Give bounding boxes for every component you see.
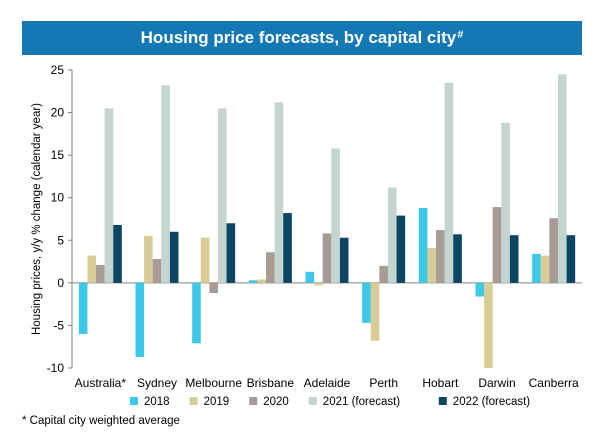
chart-title: Housing price forecasts, by capital city xyxy=(140,28,457,47)
bar-2020-2 xyxy=(209,282,218,294)
x-category-label: Canberra xyxy=(529,376,579,390)
bar-2019-1 xyxy=(144,236,153,283)
bar-2021-forecast--7 xyxy=(501,122,510,283)
bar-2021-forecast--4 xyxy=(331,148,340,283)
bar-2022-forecast--6 xyxy=(453,234,462,283)
bar-2019-0 xyxy=(87,255,97,283)
x-category-label: Australia* xyxy=(75,376,127,390)
bar-2019-6 xyxy=(427,247,437,283)
bar-2021-forecast--1 xyxy=(161,85,170,283)
bar-2018-4 xyxy=(305,271,315,283)
y-tick-label: -5 xyxy=(53,318,64,332)
legend-label: 2021 (forecast) xyxy=(323,396,401,408)
y-tick-label: -10 xyxy=(47,361,65,375)
bar-2020-3 xyxy=(266,252,275,283)
y-tick-label: 20 xyxy=(51,106,65,120)
bar-2018-7 xyxy=(475,282,485,297)
y-tick-label: 5 xyxy=(57,233,64,247)
bar-2021-forecast--0 xyxy=(104,108,114,283)
legend-swatch xyxy=(438,397,447,405)
x-category-label: Hobart xyxy=(422,376,459,390)
legend-label: 2022 (forecast) xyxy=(453,396,531,408)
x-category-label: Brisbane xyxy=(247,376,295,390)
y-tick-label: 0 xyxy=(57,276,64,290)
chart-title-mark: # xyxy=(457,29,464,41)
bar-2018-1 xyxy=(135,282,145,357)
bar-2021-forecast--8 xyxy=(557,74,567,283)
bar-2020-5 xyxy=(379,265,388,283)
bar-2019-5 xyxy=(370,282,380,341)
legend-swatch xyxy=(189,397,198,405)
legend-label: 2020 xyxy=(263,396,289,408)
bar-2021-forecast--6 xyxy=(444,82,454,283)
bar-2022-forecast--1 xyxy=(169,231,179,283)
bar-2022-forecast--7 xyxy=(509,235,519,283)
bar-2018-3 xyxy=(248,280,258,283)
bar-2020-0 xyxy=(96,264,105,283)
x-category-label: Sydney xyxy=(137,376,177,390)
bar-2020-8 xyxy=(549,218,558,283)
legend-swatch xyxy=(249,397,258,405)
x-category-label: Melbourne xyxy=(185,376,242,390)
legend-label: 2018 xyxy=(144,396,170,408)
bar-2020-6 xyxy=(436,230,445,283)
bar-2022-forecast--8 xyxy=(566,235,576,283)
bar-2022-forecast--3 xyxy=(283,213,292,283)
bar-2021-forecast--2 xyxy=(217,108,227,283)
bar-2018-5 xyxy=(362,282,371,323)
x-category-label: Perth xyxy=(369,376,398,390)
bar-2019-8 xyxy=(540,255,550,283)
bar-2020-4 xyxy=(322,233,332,283)
bar-2022-forecast--0 xyxy=(113,224,122,283)
legend-swatch xyxy=(308,397,317,405)
bar-2018-8 xyxy=(532,253,541,283)
bar-2019-3 xyxy=(257,279,267,283)
bar-2021-forecast--3 xyxy=(274,102,284,283)
bar-2019-2 xyxy=(200,237,210,283)
bar-2018-6 xyxy=(418,207,428,283)
bar-2018-0 xyxy=(78,282,88,334)
chart-footnote: * Capital city weighted average xyxy=(22,415,180,427)
y-axis-title: Housing prices, y/y % change (calendar y… xyxy=(31,103,43,335)
bar-2021-forecast--5 xyxy=(387,187,397,283)
x-category-label: Darwin xyxy=(478,376,515,390)
legend-label: 2019 xyxy=(204,396,230,408)
bar-2022-forecast--5 xyxy=(396,215,406,283)
bar-2019-7 xyxy=(484,282,493,368)
bar-2022-forecast--2 xyxy=(226,223,236,283)
bar-2020-1 xyxy=(152,259,162,283)
bar-2020-7 xyxy=(492,207,502,283)
bar-2018-2 xyxy=(192,282,201,344)
y-tick-label: 25 xyxy=(51,63,65,77)
x-category-label: Adelaide xyxy=(304,376,351,390)
y-tick-label: 10 xyxy=(51,191,65,205)
y-tick-label: 15 xyxy=(51,148,65,162)
bar-2019-4 xyxy=(314,282,323,286)
legend-swatch xyxy=(130,397,138,405)
bar-2022-forecast--4 xyxy=(339,237,349,283)
chart-title-banner: Housing price forecasts, by capital city… xyxy=(22,21,582,55)
